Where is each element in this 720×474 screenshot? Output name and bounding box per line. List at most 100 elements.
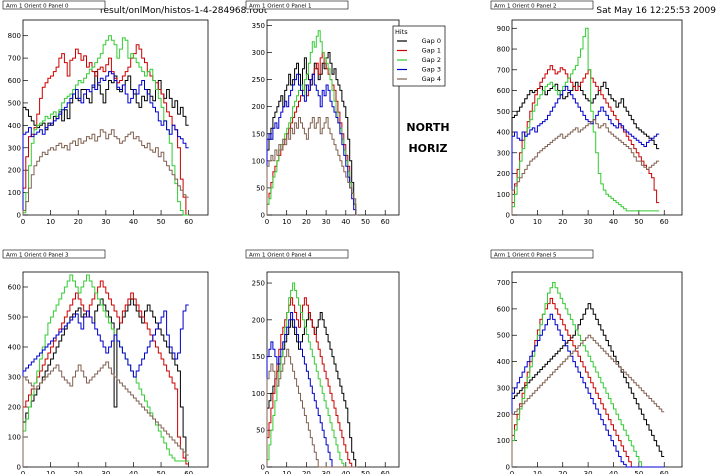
series-line-gap-0 xyxy=(266,52,358,216)
y-tick-label: 500 xyxy=(497,108,510,116)
x-tick-label: 20 xyxy=(558,470,567,474)
series-line-gap-4 xyxy=(266,348,358,468)
series-line-gap-0 xyxy=(511,303,665,467)
y-tick-label: 200 xyxy=(497,170,510,178)
x-tick-label: 50 xyxy=(157,470,166,474)
y-tick-label: 100 xyxy=(252,157,265,165)
series-line-gap-4 xyxy=(511,119,660,215)
y-tick-label: 150 xyxy=(252,353,265,361)
x-tick-label: 50 xyxy=(157,218,166,226)
series-line-gap-2 xyxy=(511,27,660,215)
legend-entry-gap-0: Gap 0 xyxy=(422,37,441,45)
series-line-gap-3 xyxy=(266,312,358,468)
x-tick-label: 10 xyxy=(282,218,291,226)
series-line-gap-0 xyxy=(511,81,660,215)
file-path-label: result/onlMon/histos-1-4-284968.root xyxy=(100,6,268,16)
series-line-gap-0 xyxy=(22,298,189,467)
panel-frame xyxy=(511,271,683,468)
x-tick-label: 0 xyxy=(510,218,514,226)
x-tick-label: 40 xyxy=(609,218,618,226)
panel-title: Arm 1 Orient 0 Panel 0 xyxy=(6,4,69,10)
x-tick-label: 0 xyxy=(21,470,25,474)
panel-title-box xyxy=(2,0,106,10)
x-tick-label: 20 xyxy=(558,218,567,226)
panel-frame xyxy=(266,19,400,216)
legend-box xyxy=(392,25,446,87)
x-tick-label: 50 xyxy=(361,218,370,226)
y-tick-label: 400 xyxy=(497,129,510,137)
x-tick-label: 60 xyxy=(381,218,390,226)
x-tick-label: 30 xyxy=(584,218,593,226)
x-tick-label: 40 xyxy=(129,218,138,226)
y-tick-label: 400 xyxy=(8,122,21,130)
y-tick-label: 300 xyxy=(252,49,265,57)
series-line-gap-4 xyxy=(511,334,665,467)
x-tick-label: 0 xyxy=(265,470,269,474)
x-tick-label: 50 xyxy=(634,470,643,474)
y-tick-label: 100 xyxy=(8,434,21,442)
legend-entry-gap-3: Gap 3 xyxy=(422,66,441,74)
y-tick-label: 900 xyxy=(497,25,510,33)
series-line-gap-2 xyxy=(22,35,189,216)
x-tick-label: 40 xyxy=(341,218,350,226)
series-line-gap-4 xyxy=(266,117,358,216)
x-tick-label: 30 xyxy=(322,218,331,226)
y-tick-label: 50 xyxy=(256,427,265,435)
series-line-gap-1 xyxy=(511,297,665,468)
north-label: NORTH xyxy=(406,121,449,134)
histogram-panel-1: Arm 1 Orient 0 Panel 1 0 10 20 30 40 50 60 0 50 10… xyxy=(245,0,400,226)
series-line-gap-3 xyxy=(266,73,358,216)
y-tick-label: 800 xyxy=(8,32,21,40)
series-line-gap-4 xyxy=(22,361,189,467)
panel-frame xyxy=(22,271,209,468)
x-tick-label: 10 xyxy=(533,470,542,474)
series-line-gap-0 xyxy=(22,71,189,215)
y-tick-label: 100 xyxy=(252,390,265,398)
legend-title: Hits xyxy=(395,28,408,36)
y-tick-label: 250 xyxy=(252,76,265,84)
y-tick-label: 600 xyxy=(8,284,21,292)
panel-frame xyxy=(511,19,683,216)
series-line-gap-1 xyxy=(22,280,189,467)
legend-entry-gap-1: Gap 1 xyxy=(422,47,441,55)
y-tick-label: 700 xyxy=(497,279,510,287)
x-tick-label: 20 xyxy=(74,470,83,474)
panel-title-box xyxy=(490,0,594,10)
y-tick-label: 200 xyxy=(252,103,265,111)
x-tick-label: 30 xyxy=(322,470,331,474)
y-tick-label: 200 xyxy=(497,411,510,419)
y-tick-label: 200 xyxy=(252,316,265,324)
y-tick-label: 300 xyxy=(8,374,21,382)
x-tick-label: 50 xyxy=(634,218,643,226)
y-tick-label: 200 xyxy=(8,167,21,175)
series-line-gap-3 xyxy=(22,304,189,467)
y-tick-label: 300 xyxy=(497,149,510,157)
x-tick-label: 60 xyxy=(184,218,193,226)
y-tick-label: 300 xyxy=(497,384,510,392)
panel-title-box xyxy=(245,249,349,259)
series-line-gap-2 xyxy=(22,274,189,467)
legend-entry-gap-2: Gap 2 xyxy=(422,56,441,64)
x-tick-label: 40 xyxy=(609,470,618,474)
x-tick-label: 0 xyxy=(510,470,514,474)
y-tick-label: 600 xyxy=(8,77,21,85)
series-line-gap-3 xyxy=(22,71,189,215)
histogram-panel-4: Arm 1 Orient 0 Panel 4 0 10 20 30 40 50 60 0 50 10… xyxy=(245,249,400,474)
x-tick-label: 0 xyxy=(21,218,25,226)
x-tick-label: 60 xyxy=(660,470,669,474)
series-line-gap-1 xyxy=(22,44,189,216)
y-tick-label: 50 xyxy=(256,184,265,192)
x-tick-label: 20 xyxy=(74,218,83,226)
x-tick-label: 30 xyxy=(584,470,593,474)
panel-frame xyxy=(266,271,400,468)
x-tick-label: 60 xyxy=(184,470,193,474)
y-tick-label: 300 xyxy=(8,144,21,152)
y-tick-label: 800 xyxy=(497,46,510,54)
y-tick-label: 0 xyxy=(17,464,21,472)
histogram-panel-3: Arm 1 Orient 0 Panel 30 10 20 30 40 50 6001002… xyxy=(2,249,209,474)
x-tick-label: 30 xyxy=(101,470,110,474)
histogram-panel-0: Arm 1 Orient 0 Panel 00 10 20 30 40 50 6001002… xyxy=(2,0,209,226)
series-line-gap-1 xyxy=(266,297,358,468)
